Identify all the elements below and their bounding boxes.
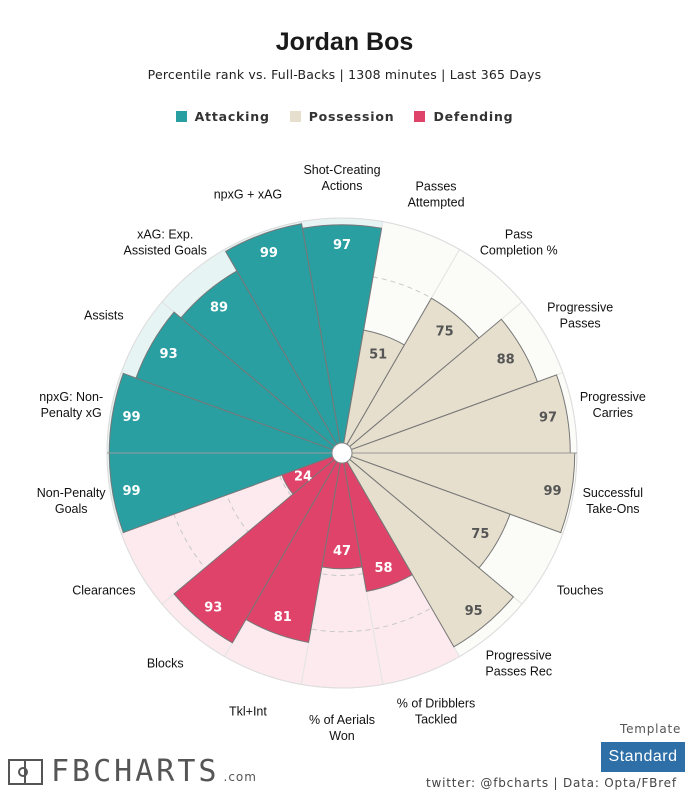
category-label-14: npxG: Non-Penalty xG [39,390,103,420]
category-label-10: Tkl+Int [229,704,267,718]
category-label-13: Non-Penalty Goals [37,486,107,516]
value-label-11: 93 [204,600,222,615]
value-label-14: 99 [122,410,140,425]
value-label-10: 81 [274,610,292,625]
page-subtitle: Percentile rank vs. Full-Backs | 1308 mi… [147,67,542,82]
category-label-3: Progressive Passes [547,301,613,331]
value-label-6: 75 [471,527,489,542]
center-hole [331,442,353,464]
value-label-1: 51 [369,348,387,363]
legend-swatch-attacking [175,111,187,122]
legend-swatch-possession [289,111,301,122]
value-label-9: 47 [333,544,351,559]
data-credit: twitter: @fbcharts | Data: Opta/FBref [426,776,677,790]
template-label: Template [620,722,682,736]
category-label-17: npxG + xAG [214,188,282,202]
value-label-3: 88 [497,353,515,368]
pitch-icon [8,759,43,785]
template-select-button[interactable]: Standard [601,742,685,772]
category-label-8: % of Dribblers Tackled [397,696,476,726]
category-label-7: Progressive Passes Rec [485,649,552,679]
category-label-15: Assists [84,309,124,323]
value-label-8: 58 [375,561,393,576]
category-label-4: Progressive Carries [580,390,646,420]
value-label-15: 93 [160,347,178,362]
value-label-7: 95 [465,604,483,619]
value-label-0: 97 [333,238,351,253]
value-label-17: 99 [260,246,278,261]
category-label-1: Passes Attempted [408,180,465,210]
logo-text: FBCHARTS [51,754,220,789]
legend: Attacking Possession Defending [0,109,689,124]
category-label-12: Clearances [72,584,135,598]
value-label-12: 24 [294,470,312,485]
value-label-4: 97 [539,411,557,426]
category-label-6: Touches [557,584,604,598]
fbcharts-logo: FBCHARTS .com [8,757,257,787]
category-label-16: xAG: Exp. Assisted Goals [124,227,207,257]
value-label-13: 99 [122,484,140,499]
legend-label-possession: Possession [308,109,395,124]
legend-label-attacking: Attacking [194,109,270,124]
category-label-9: % of Aerials Won [309,713,375,743]
legend-item-defending: Defending [414,109,513,124]
logo-suffix: .com [223,770,257,784]
category-label-2: Pass Completion % [480,227,558,257]
value-label-16: 89 [210,300,228,315]
category-label-0: Shot-Creating Actions [303,163,380,193]
page-title: Jordan Bos [275,28,414,56]
category-label-11: Blocks [147,657,184,671]
legend-label-defending: Defending [433,109,514,124]
legend-swatch-defending [414,111,426,122]
value-label-2: 75 [436,325,454,340]
legend-item-attacking: Attacking [175,109,270,124]
category-label-5: Successful Take-Ons [583,486,643,516]
legend-item-possession: Possession [289,109,395,124]
value-label-5: 99 [543,484,561,499]
